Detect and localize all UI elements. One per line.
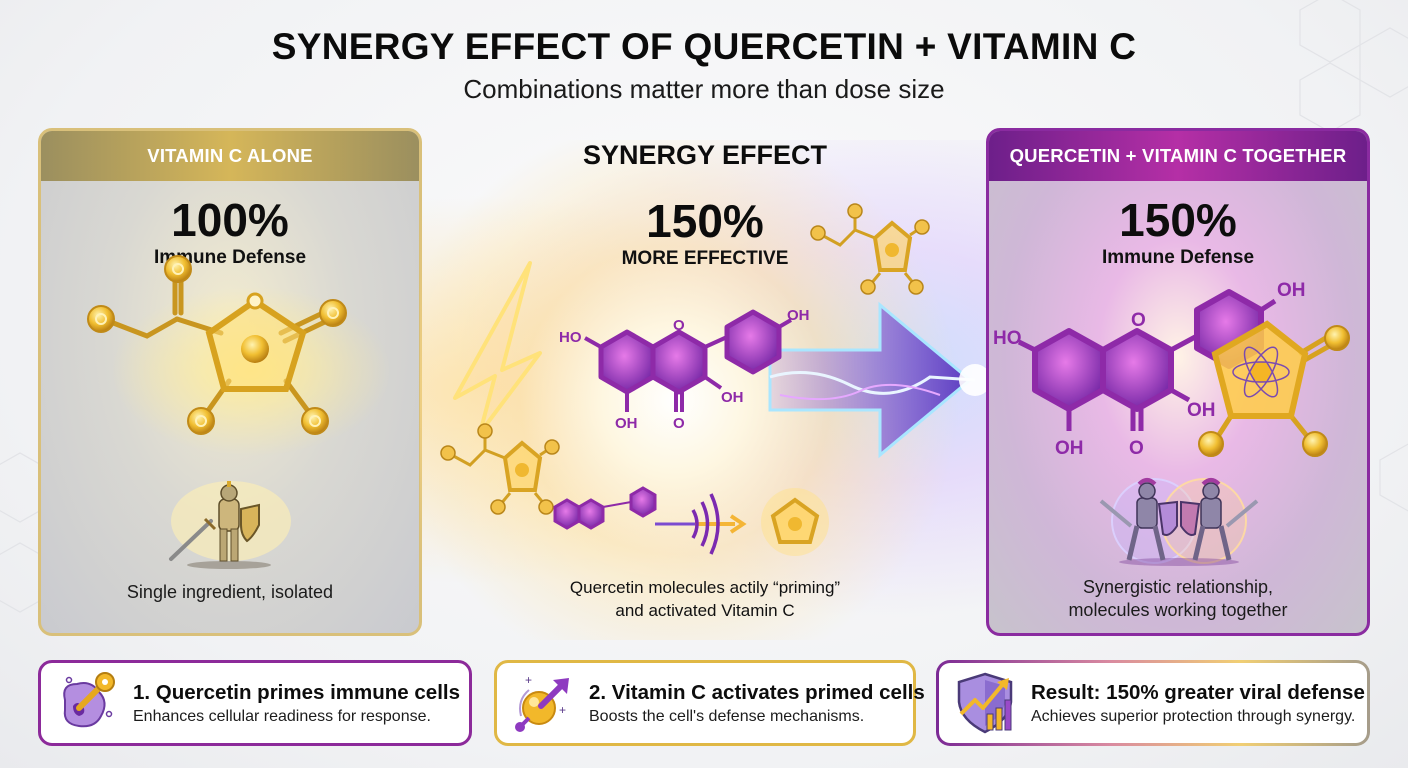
card-title: 1. Quercetin primes immune cells [133,680,460,704]
step-card-vitamin-c-activates: + + 2. Vitamin C activates primed cells … [494,660,925,746]
synergy-percent-label: MORE EFFECTIVE [621,248,789,269]
activation-arrow-icon: + + [515,673,569,732]
cell-key-icon [63,672,115,728]
two-knights-icon [1099,478,1259,566]
priming-sequence-icon [553,486,829,556]
panel-caption: Single ingredient, isolated [126,582,334,602]
single-knight-icon [169,481,291,569]
card-title: Result: 150% greater viral defense [1031,680,1365,704]
result-card-viral-defense: Result: 150% greater viral defense Achie… [936,660,1370,746]
oh-top-label: OH [787,307,810,324]
svg-text:OH: OH [1055,438,1084,459]
panel-caption-line1: Synergistic relationship, [1082,577,1274,597]
panel-heading: QUERCETIN + VITAMIN C TOGETHER [989,131,1367,181]
svg-text:O: O [1131,310,1146,331]
card-description: Achieves superior protection through syn… [1031,707,1356,725]
vitamin-c-small-molecule-icon [440,423,560,515]
ring-o-label: O [673,317,685,334]
page-subtitle: Combinations matter more than dose size [463,74,945,104]
svg-text:OH: OH [1187,400,1216,421]
svg-text:OH: OH [1277,280,1306,301]
percent-value: 150% [1119,194,1237,246]
oh-mid-label: OH [721,389,744,406]
synergy-caption-line2: and activated Vitamin C [615,601,795,620]
percent-label: Immune Defense [1101,247,1255,268]
step-card-quercetin-primes: 1. Quercetin primes immune cells Enhance… [38,660,472,746]
energy-arrow-icon [768,301,991,459]
svg-text:O: O [1129,438,1144,459]
synergy-percent: 150% [646,195,764,247]
vitamin-c-alone-panel: VITAMIN C ALONE 100% Immune Defense [38,128,422,636]
card-title: 2. Vitamin C activates primed cells [589,680,925,704]
svg-text:HO: HO [993,328,1022,349]
synergy-caption-line1: Quercetin molecules actily “priming” [569,578,841,597]
card-description: Boosts the cell's defense mechanisms. [589,707,865,725]
panel-heading: VITAMIN C ALONE [41,131,419,181]
svg-text:+: + [525,673,532,687]
percent-value: 100% [171,194,289,246]
svg-text:+: + [559,703,566,717]
combined-molecule-icon: HO O OH OH OH O [993,280,1350,459]
percent-label: Immune Defense [153,247,307,268]
quercetin-vitamin-c-together-panel: QUERCETIN + VITAMIN C TOGETHER 150% Immu… [986,128,1370,636]
keto-o-label: O [673,415,685,432]
panel-caption: Synergistic relationship, molecules work… [989,576,1367,622]
panel-caption-line2: molecules working together [1068,600,1288,620]
quercetin-molecule-icon: HO O OH OH OH O [559,307,810,432]
oh-bottom-label: OH [615,415,638,432]
ho-label: HO [559,329,582,346]
vitamin-c-molecule-icon [87,255,391,456]
synergy-caption: Quercetin molecules actily “priming” and… [500,576,910,622]
shield-growth-icon [957,672,1013,734]
vitamin-c-small-molecule-icon [810,203,930,295]
page-title: SYNERGY EFFECT OF QUERCETIN + VITAMIN C [271,26,1137,67]
synergy-heading: SYNERGY EFFECT [582,140,828,170]
lightning-bolt-icon [453,261,542,435]
card-description: Enhances cellular readiness for response… [133,707,431,725]
